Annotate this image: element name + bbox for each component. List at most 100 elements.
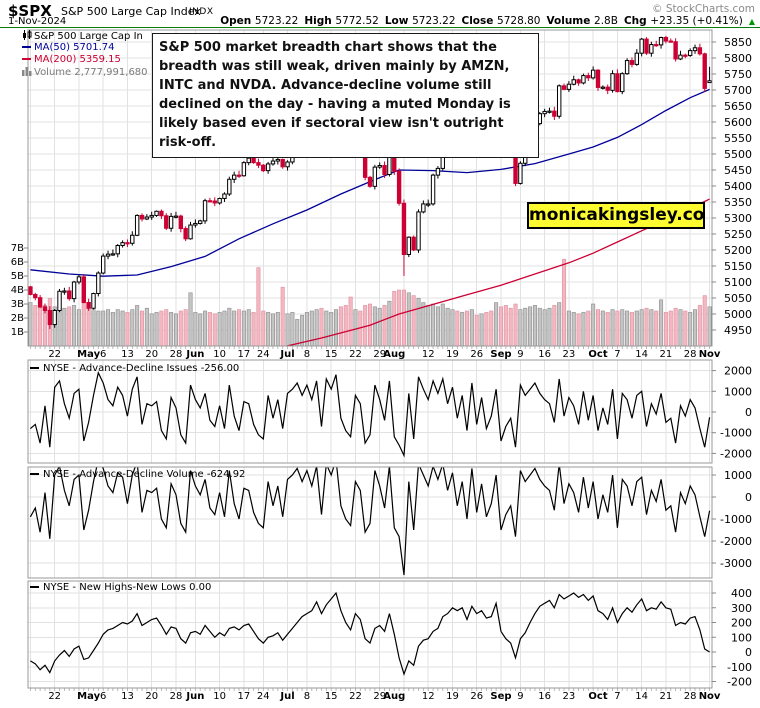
- svg-text:400: 400: [731, 587, 752, 600]
- breadth-axis-labels: 2000 1000 0 -1000 -2000: [712, 365, 752, 460]
- candlestick-icon: [22, 30, 32, 43]
- ma50-swatch-icon: [22, 46, 31, 48]
- svg-text:29: 29: [373, 349, 386, 360]
- svg-text:5200: 5200: [724, 244, 752, 257]
- index-name: S&P 500 Large Cap Index: [61, 5, 201, 18]
- svg-text:16: 16: [538, 691, 551, 702]
- quote-date: 1-Nov-2024: [8, 16, 67, 27]
- svg-text:22: 22: [48, 349, 61, 360]
- exchange-label: INDX: [189, 7, 214, 17]
- svg-text:6: 6: [100, 349, 106, 360]
- panel-label-text: NYSE - Advance-Decline Volume -624.92: [43, 469, 246, 480]
- watermark-label: monicakingsley.co: [527, 202, 705, 229]
- svg-text:5550: 5550: [724, 132, 752, 145]
- svg-text:17: 17: [238, 349, 251, 360]
- svg-text:5400: 5400: [724, 180, 752, 193]
- svg-text:29: 29: [373, 691, 386, 702]
- svg-text:5250: 5250: [724, 228, 752, 241]
- breadth-panel-grid: [28, 467, 712, 578]
- svg-text:19: 19: [446, 349, 459, 360]
- breadth-panel-grid: [28, 581, 712, 688]
- panel-label-ad-issues: NYSE - Advance-Decline Issues -256.00: [30, 363, 239, 374]
- quote-field-value: 5728.80: [497, 15, 541, 27]
- svg-text:28: 28: [684, 349, 697, 360]
- svg-text:12: 12: [422, 349, 435, 360]
- quote-field-label: Chg: [623, 15, 651, 27]
- price-axis-labels: 5850 5800 5750 5700 5650 5600 5550 5500 5450 5400…: [712, 36, 752, 337]
- svg-text:7B: 7B: [11, 243, 24, 254]
- svg-text:23: 23: [563, 349, 576, 360]
- breadth-panel-border: [27, 466, 713, 579]
- svg-text:21: 21: [660, 691, 673, 702]
- svg-text:5300: 5300: [724, 212, 752, 225]
- svg-text:5850: 5850: [724, 36, 752, 49]
- panel-label-text: NYSE - New Highs-New Lows 0.00: [43, 582, 212, 593]
- svg-text:Oct: Oct: [588, 349, 607, 360]
- svg-text:8: 8: [304, 691, 310, 702]
- svg-text:4950: 4950: [724, 324, 752, 337]
- svg-text:22: 22: [48, 691, 61, 702]
- breadth-panel-grid: [28, 360, 712, 463]
- legend-ma50-label: MA(50) 5701.74: [34, 42, 115, 53]
- svg-text:15: 15: [325, 691, 338, 702]
- svg-text:15: 15: [325, 349, 338, 360]
- breadth-axis-labels: 1000 0 -1000 -2000 -3000: [712, 469, 752, 570]
- svg-text:9: 9: [517, 349, 523, 360]
- svg-text:-1000: -1000: [720, 513, 752, 526]
- svg-text:26: 26: [470, 349, 483, 360]
- legend-price-label: S&P 500 Large Cap In: [34, 31, 143, 42]
- svg-text:5150: 5150: [724, 260, 752, 273]
- svg-text:24: 24: [257, 691, 270, 702]
- svg-text:2B: 2B: [11, 313, 24, 324]
- svg-text:6: 6: [100, 691, 106, 702]
- volume-bars-icon: [22, 67, 32, 79]
- svg-text:0: 0: [745, 491, 752, 504]
- svg-text:Oct: Oct: [588, 691, 607, 702]
- svg-text:0: 0: [745, 406, 752, 419]
- svg-text:5000: 5000: [724, 308, 752, 321]
- legend-ma200-label: MA(200) 5359.15: [34, 54, 121, 65]
- svg-text:24: 24: [257, 349, 270, 360]
- svg-text:10: 10: [213, 349, 226, 360]
- svg-text:-100: -100: [727, 661, 752, 674]
- svg-text:5800: 5800: [724, 52, 752, 65]
- svg-text:3B: 3B: [11, 299, 24, 310]
- quote-field-value: 5723.22: [412, 15, 456, 27]
- svg-text:16: 16: [538, 349, 551, 360]
- quote-bar: Open 5723.22 High 5772.52 Low 5723.22 Close…: [220, 15, 755, 27]
- svg-text:Sep: Sep: [490, 691, 511, 702]
- svg-text:300: 300: [731, 602, 752, 615]
- quote-field-label: High: [304, 15, 336, 27]
- svg-text:Jun: Jun: [185, 691, 204, 702]
- ma200-swatch-icon: [22, 58, 31, 60]
- svg-text:100: 100: [731, 631, 752, 644]
- volume-axis-labels: 7B 6B 5B 4B 3B 2B 1B: [11, 243, 28, 338]
- quote-field-value: 5723.22: [254, 15, 299, 27]
- breadth-line: [30, 370, 711, 458]
- svg-text:20: 20: [145, 691, 158, 702]
- legend-volume: Volume 2,777,991,680: [22, 67, 148, 79]
- panel-label-highs-lows: NYSE - New Highs-New Lows 0.00: [30, 582, 211, 593]
- svg-text:5600: 5600: [724, 116, 752, 129]
- breadth-line: [29, 467, 711, 576]
- svg-text:-200: -200: [727, 676, 752, 689]
- svg-text:1000: 1000: [724, 385, 752, 398]
- svg-text:9: 9: [517, 691, 523, 702]
- svg-text:28: 28: [170, 691, 183, 702]
- svg-text:1000: 1000: [724, 469, 752, 482]
- svg-text:Jul: Jul: [279, 691, 294, 702]
- quote-field-value: +23.35 (+0.41%): [650, 15, 743, 27]
- quote-field-label: Close: [461, 15, 498, 27]
- legend-price: S&P 500 Large Cap In: [22, 30, 143, 43]
- svg-text:5050: 5050: [724, 292, 752, 305]
- legend-ma200: MA(200) 5359.15: [22, 55, 121, 65]
- svg-text:26: 26: [470, 691, 483, 702]
- quote-field-label: Open: [220, 15, 255, 27]
- svg-text:5750: 5750: [724, 68, 752, 81]
- svg-text:4B: 4B: [11, 285, 24, 296]
- svg-text:-3000: -3000: [720, 557, 752, 570]
- breadth-line: [30, 591, 710, 676]
- svg-text:Aug: Aug: [383, 349, 405, 360]
